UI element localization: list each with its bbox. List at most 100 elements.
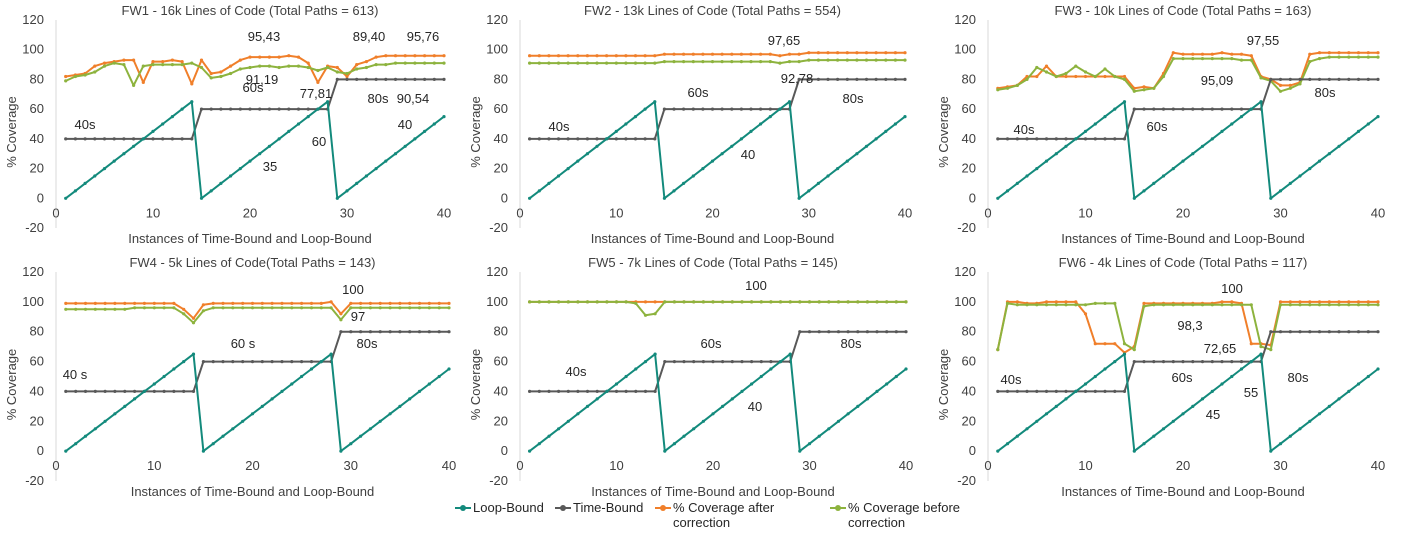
coverage-after-point (417, 301, 422, 305)
loop-bound-point (1113, 360, 1117, 364)
loop-bound-point (1376, 115, 1380, 119)
coverage-before-point (1220, 303, 1224, 307)
coverage-after-point (1054, 300, 1058, 304)
time-bound-point (300, 360, 304, 364)
coverage-before-point (1239, 303, 1244, 307)
time-bound-point (413, 77, 417, 81)
coverage-before-point (1308, 303, 1312, 307)
time-bound-point (643, 389, 648, 393)
loop-bound-point (1298, 427, 1302, 431)
x-tick-label: 20 (245, 458, 259, 473)
time-bound-point (1181, 360, 1185, 364)
time-bound-point (846, 330, 850, 334)
legend: Loop-Bound Time-Bound % Coverage after c… (455, 500, 1015, 536)
coverage-after-point (368, 301, 372, 305)
coverage-before-point (996, 88, 1000, 92)
coverage-after-point (1074, 74, 1078, 79)
coverage-after-point (378, 301, 382, 305)
coverage-after-point (1113, 342, 1117, 346)
loop-bound-data-label: 60 (312, 134, 326, 149)
coverage-after-point (359, 301, 363, 305)
loop-bound-point (238, 167, 242, 171)
loop-bound-point (83, 434, 88, 438)
time-bound-point (1181, 107, 1185, 111)
loop-bound-point (1327, 152, 1331, 156)
coverage-before-point (442, 61, 446, 65)
coverage-after-point (132, 58, 136, 62)
time-bound-point (306, 107, 310, 111)
loop-bound-point (1171, 167, 1175, 171)
coverage-after-point (1181, 52, 1185, 56)
loop-bound-point (319, 360, 323, 364)
time-bound-point (1152, 107, 1156, 111)
time-bound-point (64, 137, 68, 141)
time-bound-point (1113, 137, 1117, 141)
time-bound-point (1278, 330, 1283, 334)
time-bound-point (1083, 389, 1088, 393)
coverage-before-point (1171, 303, 1175, 307)
coverage-before-point (403, 61, 407, 65)
loop-bound-point (133, 397, 137, 401)
loop-bound-point (258, 152, 262, 156)
y-tick-label: 100 (22, 42, 44, 57)
coverage-before-point (1337, 303, 1341, 307)
loop-bound-point (64, 449, 68, 453)
coverage-before-point (1220, 57, 1224, 61)
coverage-after-point (1015, 300, 1019, 304)
coverage-before-point (845, 58, 849, 62)
loop-bound-point (374, 167, 378, 171)
coverage-before-point (267, 64, 271, 68)
coverage-before-point (585, 61, 590, 65)
time-bound-series (64, 77, 446, 141)
time-bound-point (364, 77, 368, 81)
time-bound-point (190, 137, 194, 141)
time-bound-point (123, 389, 127, 393)
time-bound-point (1337, 330, 1341, 334)
chart-title: FW3 - 10k Lines of Code (Total Paths = 1… (1055, 3, 1312, 18)
time-bound-point (807, 77, 811, 81)
time-bound-point (368, 330, 372, 334)
loop-bound-point (864, 144, 869, 148)
chart-panel-1: -20 0 20 40 60 80 100 120 0 10 20 30 40 FW1 - 16k Lin… (4, 3, 451, 246)
loop-bound-point (576, 159, 580, 163)
time-bound-point (836, 330, 841, 334)
loop-bound-point (437, 374, 441, 379)
time-bound-point (384, 77, 388, 81)
loop-bound-point (190, 100, 194, 104)
time-bound-data-label: 80s (841, 336, 862, 351)
loop-bound-point (903, 115, 907, 119)
coverage-before-point (102, 64, 107, 68)
time-bound-point (374, 77, 378, 81)
time-bound-point (1044, 389, 1049, 393)
time-bound-point (133, 389, 137, 393)
loop-bound-data-label: 40 (398, 117, 412, 132)
coverage-before-point (1074, 303, 1078, 307)
coverage-after-point (1317, 51, 1322, 55)
loop-bound-point (634, 367, 638, 371)
loop-bound-point (1376, 367, 1380, 371)
time-bound-point (740, 360, 744, 364)
loop-bound-point (1308, 419, 1312, 423)
loop-bound-point (692, 427, 696, 431)
time-bound-point (826, 77, 830, 81)
loop-bound-point (1249, 107, 1253, 111)
coverage-after-point (1317, 300, 1322, 304)
loop-bound-point (1152, 434, 1156, 438)
coverage-before-point (1161, 74, 1166, 79)
coverage-before-point (152, 306, 156, 310)
time-bound-point (378, 330, 382, 334)
coverage-after-point (1249, 54, 1253, 58)
coverage-after-point (1142, 85, 1146, 89)
coverage-data-label: 100 (342, 282, 364, 297)
loop-bound-point (211, 442, 215, 446)
loop-bound-point (826, 174, 830, 178)
time-bound-point (1103, 137, 1107, 141)
loop-bound-point (836, 419, 841, 423)
x-tick-label: 20 (1176, 458, 1190, 473)
coverage-after-point (653, 300, 657, 304)
coverage-before-point (1298, 82, 1302, 86)
time-bound-point (1327, 77, 1331, 81)
coverage-before-point (1035, 303, 1039, 307)
time-bound-point (1376, 77, 1380, 81)
coverage-after-point (423, 54, 427, 58)
